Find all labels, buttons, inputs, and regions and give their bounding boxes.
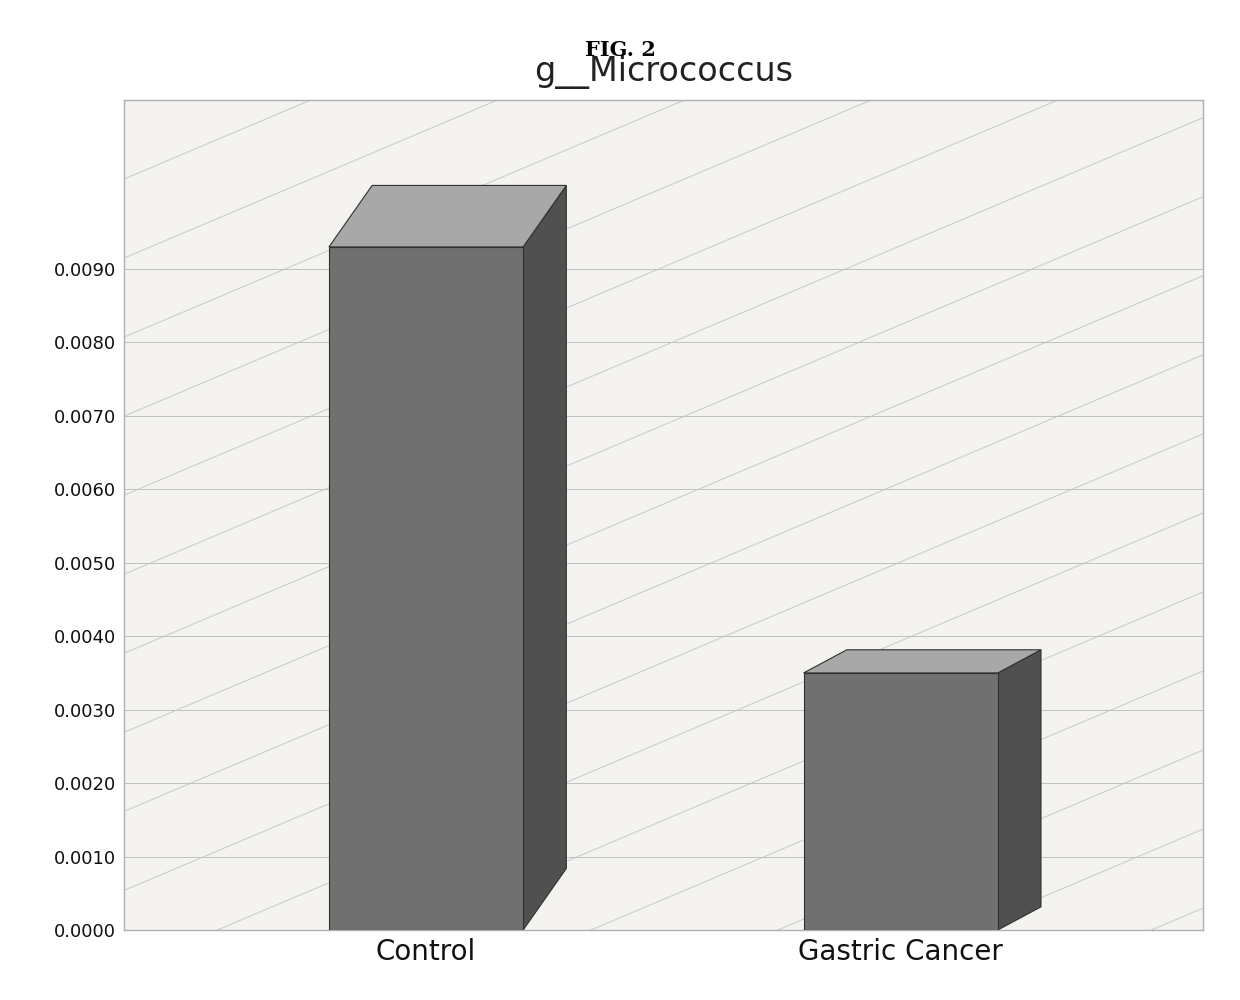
Polygon shape: [998, 650, 1042, 930]
Polygon shape: [523, 185, 567, 930]
Polygon shape: [804, 650, 1042, 673]
Text: FIG. 2: FIG. 2: [584, 40, 656, 60]
Bar: [329, 247, 523, 930]
Polygon shape: [329, 185, 567, 247]
Title: g__Micrococcus: g__Micrococcus: [534, 55, 792, 89]
Bar: [804, 673, 998, 930]
